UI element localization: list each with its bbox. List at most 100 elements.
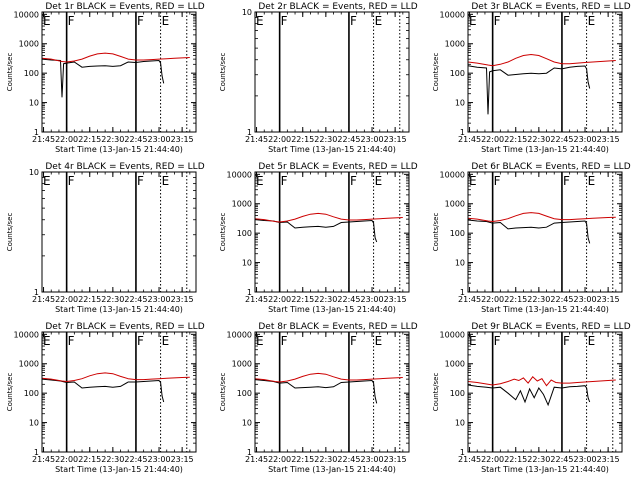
panel-det-7: Det 7r BLACK = Events, RED = LLD Counts/s… <box>6 322 205 474</box>
y-tick-label: 1 <box>247 288 252 297</box>
x-tick-label: 21:45 <box>245 295 268 304</box>
y-tick-label: 100 <box>450 389 465 398</box>
y-tick-label: 10000 <box>14 10 39 19</box>
y-axis-label: Counts/sec <box>219 213 227 252</box>
event-marker-label: E <box>588 174 596 188</box>
y-tick-label: 10000 <box>227 170 252 179</box>
x-tick-label: 22:00 <box>268 455 291 464</box>
x-tick-label: 23:00 <box>574 455 597 464</box>
x-tick-label: 23:00 <box>148 455 171 464</box>
event-marker-label: E <box>162 174 170 188</box>
x-tick-label: 21:45 <box>32 135 55 144</box>
x-axis-label: Start Time (13-Jan-15 21:44:40) <box>55 465 183 474</box>
y-axis-label: Counts/sec <box>6 213 14 252</box>
event-marker-label: E <box>162 14 170 28</box>
event-marker-label: F <box>494 14 501 28</box>
y-tick-label: 100 <box>24 389 39 398</box>
x-tick-label: 23:00 <box>148 135 171 144</box>
x-tick-label: 22:15 <box>78 455 101 464</box>
lld-series-line <box>42 372 190 383</box>
x-axis-label: Start Time (13-Jan-15 21:44:40) <box>268 465 396 474</box>
event-marker-label: F <box>350 14 357 28</box>
x-tick-label: 23:15 <box>171 295 194 304</box>
y-axis-label: Counts/sec <box>432 213 440 252</box>
x-tick-label: 22:15 <box>291 135 314 144</box>
y-tick-label: 100 <box>450 229 465 238</box>
panel-det-6: Det 6r BLACK = Events, RED = LLD Counts/s… <box>432 162 631 314</box>
y-axis-label: Counts/sec <box>219 373 227 412</box>
event-marker-label: E <box>43 174 51 188</box>
x-tick-label: 22:30 <box>314 295 337 304</box>
y-tick-label: 10 <box>29 168 39 177</box>
x-tick-label: 22:30 <box>101 295 124 304</box>
x-tick-label: 22:00 <box>55 135 78 144</box>
lld-series-line <box>255 212 403 223</box>
event-marker-label: E <box>162 334 170 348</box>
x-tick-label: 23:00 <box>148 295 171 304</box>
x-tick-label: 22:45 <box>124 135 147 144</box>
panel-title: Det 1r BLACK = Events, RED = LLD <box>45 2 204 12</box>
events-series-line <box>255 379 378 404</box>
event-marker-label: E <box>375 334 383 348</box>
y-tick-label: 1 <box>34 448 39 457</box>
event-marker-label: F <box>137 334 144 348</box>
x-tick-label: 22:15 <box>78 295 101 304</box>
event-marker-label: F <box>68 334 75 348</box>
x-tick-label: 23:15 <box>171 135 194 144</box>
y-tick-label: 100 <box>24 69 39 78</box>
event-marker-label: F <box>281 174 288 188</box>
x-tick-label: 22:30 <box>314 135 337 144</box>
y-tick-label: 10 <box>455 99 465 108</box>
event-marker-label: F <box>68 14 75 28</box>
x-tick-label: 23:00 <box>574 135 597 144</box>
x-tick-label: 21:45 <box>32 455 55 464</box>
series-group <box>255 212 403 243</box>
event-marker-label: F <box>563 174 570 188</box>
event-marker-label: E <box>469 174 477 188</box>
events-series-line <box>42 378 165 403</box>
panel-det-8: Det 8r BLACK = Events, RED = LLD Counts/s… <box>219 322 418 474</box>
x-tick-label: 22:15 <box>504 455 527 464</box>
x-axis-label: Start Time (13-Jan-15 21:44:40) <box>268 145 396 154</box>
x-tick-label: 22:00 <box>481 455 504 464</box>
y-tick-label: 10 <box>242 419 252 428</box>
events-series-line <box>468 65 591 115</box>
y-tick-label: 10000 <box>440 330 465 339</box>
y-tick-label: 10000 <box>14 330 39 339</box>
plot-frame <box>254 331 410 453</box>
x-tick-label: 22:45 <box>124 295 147 304</box>
x-tick-label: 23:15 <box>597 135 620 144</box>
panel-title: Det 2r BLACK = Events, RED = LLD <box>258 2 417 12</box>
event-marker-label: E <box>256 174 264 188</box>
event-marker-label: F <box>350 334 357 348</box>
plot-frame <box>467 171 623 293</box>
event-marker-label: F <box>137 14 144 28</box>
x-axis-label: Start Time (13-Jan-15 21:44:40) <box>481 465 609 474</box>
plot-frame <box>254 171 410 293</box>
panel-det-9: Det 9r BLACK = Events, RED = LLD Counts/s… <box>432 322 631 474</box>
x-tick-label: 23:15 <box>384 455 407 464</box>
x-tick-label: 22:15 <box>291 295 314 304</box>
y-tick-label: 1000 <box>232 360 252 369</box>
series-group <box>468 212 616 244</box>
y-tick-label: 1 <box>460 128 465 137</box>
y-axis-label: Counts/sec <box>6 53 14 92</box>
y-tick-label: 10 <box>455 259 465 268</box>
x-tick-label: 22:30 <box>101 455 124 464</box>
x-tick-label: 23:00 <box>361 135 384 144</box>
y-axis-label: Counts/sec <box>432 53 440 92</box>
y-tick-label: 100 <box>237 389 252 398</box>
event-marker-label: F <box>281 334 288 348</box>
x-tick-label: 21:45 <box>245 135 268 144</box>
panel-title: Det 8r BLACK = Events, RED = LLD <box>258 322 417 332</box>
lld-series-line <box>468 53 616 67</box>
x-tick-label: 22:00 <box>481 295 504 304</box>
x-tick-label: 22:15 <box>78 135 101 144</box>
event-marker-label: E <box>469 14 477 28</box>
event-marker-label: E <box>43 334 51 348</box>
lld-series-line <box>468 376 616 387</box>
series-group <box>255 372 403 404</box>
event-marker-label: F <box>494 334 501 348</box>
event-marker-label: E <box>256 334 264 348</box>
x-tick-label: 21:45 <box>458 135 481 144</box>
